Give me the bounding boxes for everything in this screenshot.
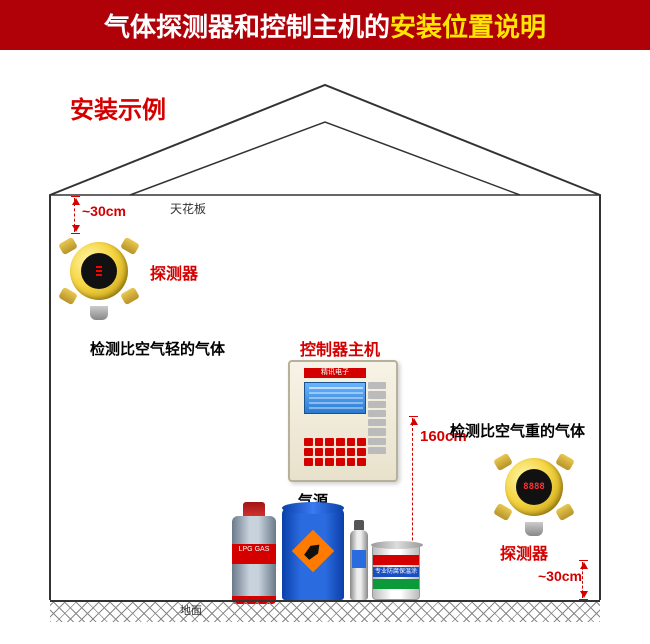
detector-right-label: 探测器	[500, 540, 548, 564]
title-text: 气体探测器和控制主机的安装位置说明	[104, 7, 546, 44]
lpg-cylinder: LPG GAS	[232, 516, 276, 600]
paint-bucket: 专业防腐保温涂料	[372, 544, 420, 600]
controller-box: 精讯电子	[288, 360, 398, 482]
ceiling-label: 天花板	[170, 200, 206, 217]
ground-label: 地面	[180, 602, 202, 618]
dim-top-30cm-text: ~30cm	[82, 203, 126, 219]
detector-left	[60, 232, 138, 310]
controller-screen	[304, 382, 366, 414]
bucket-text: 专业防腐保温涂料	[373, 567, 419, 577]
blue-barrel	[282, 508, 344, 600]
heavy-gas-label: 检测比空气重的气体	[450, 420, 585, 441]
example-title: 安装示例	[70, 90, 166, 125]
controller-sidepad	[368, 382, 386, 454]
ground-hatch	[50, 600, 600, 622]
title-banner: 气体探测器和控制主机的安装位置说明	[0, 0, 650, 50]
small-gas-cylinder	[350, 530, 368, 600]
dim-bottom-30cm	[582, 562, 583, 598]
controller-label: 控制器主机	[300, 336, 380, 360]
dim-bottom-30cm-text: ~30cm	[538, 568, 582, 584]
controller-buttons	[304, 438, 366, 466]
detector-left-label: 探测器	[150, 260, 198, 284]
controller-brand: 精讯电子	[304, 368, 366, 378]
dim-top-30cm	[74, 198, 75, 232]
detector-right: 8888	[495, 448, 573, 526]
title-part1: 气体探测器和控制主机的	[104, 12, 390, 42]
diagram-stage: 安装示例 天花板 ~30cm 探测器 检测比空气轻的气体 控制器主机 精讯电子 …	[0, 50, 650, 644]
flammable-icon	[292, 530, 334, 572]
title-part2: 安装位置说明	[390, 12, 546, 42]
light-gas-label: 检测比空气轻的气体	[90, 338, 225, 359]
